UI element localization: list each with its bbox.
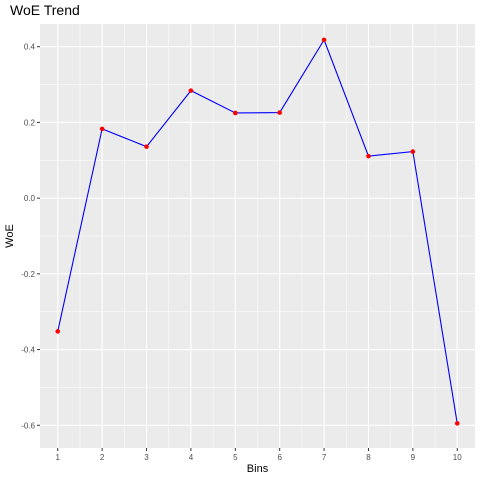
data-point (366, 153, 371, 159)
data-point (144, 144, 149, 149)
y-tick-label: 0.0 (24, 194, 36, 203)
data-point (55, 329, 61, 334)
y-axis-title: WoE (4, 224, 16, 248)
y-tick-label: -0.6 (21, 421, 35, 430)
data-point (410, 149, 416, 154)
y-tick-label: -0.2 (21, 270, 35, 279)
data-point (454, 421, 460, 426)
x-tick-label: 4 (189, 453, 194, 462)
x-tick-label: 8 (366, 453, 371, 462)
data-point (188, 88, 194, 93)
series-layer (55, 37, 460, 426)
y-tick-label: 0.2 (24, 118, 36, 127)
x-tick-label: 2 (100, 453, 105, 462)
y-tick-label: 0.4 (24, 43, 36, 52)
data-point (321, 37, 327, 43)
data-point (233, 110, 238, 116)
x-tick-label: 7 (322, 453, 327, 462)
x-axis: 1 2 3 4 5 6 7 8 9 10 (56, 448, 462, 462)
y-axis: 0.4 0.2 0.0 -0.2 -0.4 -0.6 (21, 43, 40, 430)
data-point (99, 126, 105, 132)
x-tick-label: 9 (411, 453, 416, 462)
minor-gridlines (40, 24, 475, 448)
data-point (277, 110, 282, 115)
x-tick-label: 6 (277, 453, 282, 462)
major-gridlines (40, 24, 475, 448)
x-axis-title: Bins (247, 463, 269, 475)
x-tick-label: 10 (453, 453, 462, 462)
chart-title: WoE Trend (10, 2, 80, 18)
x-tick-label: 5 (233, 453, 238, 462)
y-tick-label: -0.4 (21, 346, 35, 355)
x-tick-label: 1 (56, 453, 61, 462)
series-line (57, 38, 458, 424)
x-tick-label: 3 (144, 453, 149, 462)
